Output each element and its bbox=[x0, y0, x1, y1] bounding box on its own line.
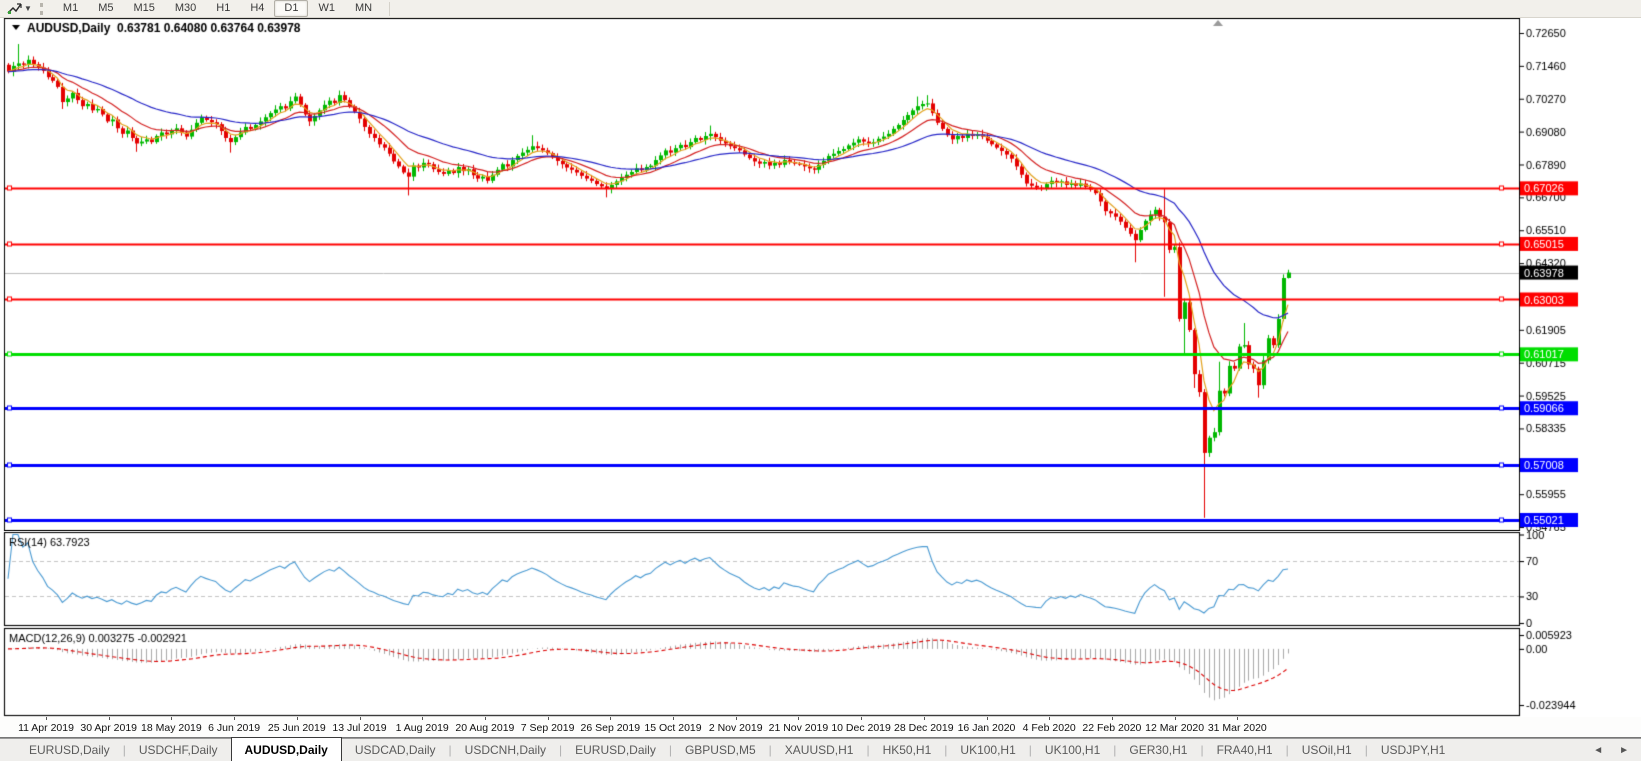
date-tick bbox=[547, 717, 549, 720]
date-label: 28 Dec 2019 bbox=[894, 722, 954, 734]
toolbar-separator bbox=[389, 1, 391, 16]
tab-separator: | bbox=[768, 743, 772, 757]
date-label: 7 Sep 2019 bbox=[520, 722, 575, 734]
timeframe-button-m30[interactable]: M30 bbox=[174, 2, 197, 14]
chart-tab-uk100[interactable]: UK100,H1 bbox=[1044, 743, 1101, 757]
date-tick bbox=[673, 717, 674, 720]
date-label: 30 Apr 2019 bbox=[80, 722, 138, 734]
date-label: 15 Oct 2019 bbox=[644, 722, 702, 734]
date-tick bbox=[359, 717, 361, 720]
date-tick bbox=[108, 717, 110, 720]
tabs-scroll-left-button[interactable]: ◄ bbox=[1593, 744, 1604, 756]
timeframe-button-mn[interactable]: MN bbox=[354, 2, 373, 14]
date-tick bbox=[422, 717, 424, 720]
timeframe-button-h1[interactable]: H1 bbox=[216, 2, 231, 14]
date-label: 6 Jun 2019 bbox=[208, 722, 261, 734]
tab-separator: | bbox=[1028, 743, 1032, 757]
date-tick bbox=[234, 717, 236, 720]
date-label: 13 Jul 2019 bbox=[332, 722, 387, 734]
date-tick bbox=[1049, 717, 1051, 720]
chart-tab-eurusd[interactable]: EURUSD,Daily bbox=[575, 743, 656, 757]
date-tick bbox=[1237, 717, 1239, 720]
chart-tools-icon[interactable] bbox=[4, 2, 24, 16]
date-label: 21 Nov 2019 bbox=[768, 722, 829, 734]
tab-separator: | bbox=[668, 743, 672, 757]
date-tick bbox=[296, 717, 298, 720]
timeframe-button-m1[interactable]: M1 bbox=[62, 2, 79, 14]
tab-separator: | bbox=[1285, 743, 1289, 757]
main-chart-canvas[interactable] bbox=[0, 18, 1641, 531]
chart-tab-xauusd[interactable]: XAUUSD,H1 bbox=[784, 743, 854, 757]
date-tick bbox=[1174, 717, 1176, 720]
date-axis: 11 Apr 2019 30 Apr 2019 18 May 2019 6 Jun 2… bbox=[0, 717, 1641, 738]
timeframe-buttons: M1 M5 M15 M30 H1 H4 D1 W1 MN bbox=[53, 0, 382, 17]
tab-scroll-arrows: ◄ ► bbox=[1593, 739, 1629, 761]
date-label: 16 Jan 2020 bbox=[957, 722, 1016, 734]
timeframe-button-h4[interactable]: H4 bbox=[250, 2, 265, 14]
date-tick bbox=[923, 717, 925, 720]
date-tick bbox=[46, 717, 47, 720]
date-tick bbox=[1111, 717, 1113, 720]
tab-separator: | bbox=[1113, 743, 1117, 757]
tab-separator: | bbox=[1364, 743, 1368, 757]
date-label: 31 Mar 2020 bbox=[1207, 722, 1267, 734]
date-label: 10 Dec 2019 bbox=[831, 722, 891, 734]
date-tick bbox=[610, 717, 612, 720]
chart-tab-usdchf[interactable]: USDCHF,Daily bbox=[138, 743, 218, 757]
macd-pane-canvas[interactable] bbox=[0, 627, 1641, 717]
date-label: 20 Aug 2019 bbox=[455, 722, 515, 734]
date-tick bbox=[798, 717, 800, 720]
date-tick bbox=[861, 717, 863, 720]
date-tick bbox=[735, 717, 737, 720]
date-label: 4 Feb 2020 bbox=[1022, 722, 1076, 734]
date-tick bbox=[986, 717, 988, 720]
chart-tab-usdcad[interactable]: USDCAD,Daily bbox=[354, 743, 436, 757]
timeframe-button-m5[interactable]: M5 bbox=[98, 2, 114, 14]
rsi-pane-canvas[interactable] bbox=[0, 531, 1641, 627]
date-label: 2 Nov 2019 bbox=[708, 722, 763, 734]
timeframe-button-m15[interactable]: M15 bbox=[133, 2, 155, 14]
date-label: 25 Jun 2019 bbox=[267, 722, 326, 734]
tab-separator: | bbox=[559, 743, 563, 757]
tabs-scroll-right-button[interactable]: ► bbox=[1619, 744, 1629, 756]
chart-tab-fra40[interactable]: FRA40,H1 bbox=[1216, 743, 1273, 757]
date-tick bbox=[171, 717, 173, 720]
date-tick bbox=[484, 717, 486, 720]
tab-separator: | bbox=[1200, 743, 1204, 757]
date-label: 12 Mar 2020 bbox=[1145, 722, 1205, 734]
chart-tab-ger30[interactable]: GER30,H1 bbox=[1129, 743, 1188, 757]
chart-tab-usdjpy[interactable]: USDJPY,H1 bbox=[1380, 743, 1446, 757]
date-label: 26 Sep 2019 bbox=[580, 722, 641, 734]
chart-tab-eurusd[interactable]: EURUSD,Daily bbox=[29, 743, 110, 757]
toolbar-grip[interactable] bbox=[39, 2, 45, 15]
tab-separator: | bbox=[122, 743, 126, 757]
chart-tab-uk100[interactable]: UK100,H1 bbox=[960, 743, 1016, 757]
chart-tab-hk50[interactable]: HK50,H1 bbox=[882, 743, 932, 757]
tab-separator: | bbox=[866, 743, 870, 757]
timeframe-button-w1[interactable]: W1 bbox=[318, 2, 335, 14]
chart-tab-audusd[interactable]: AUDUSD,Daily bbox=[230, 737, 342, 761]
date-label: 22 Feb 2020 bbox=[1082, 722, 1142, 734]
date-label: 1 Aug 2019 bbox=[395, 722, 449, 734]
chart-tab-bar: EURUSD,Daily | USDCHF,Daily AUDUSD,Daily USD… bbox=[0, 737, 1641, 761]
chart-tab-usoil[interactable]: USOil,H1 bbox=[1301, 743, 1352, 757]
tab-separator: | bbox=[448, 743, 452, 757]
date-label: 11 Apr 2019 bbox=[18, 722, 74, 734]
date-label: 18 May 2019 bbox=[141, 722, 202, 734]
tab-separator: | bbox=[944, 743, 948, 757]
dropdown-caret-icon[interactable]: ▼ bbox=[24, 4, 32, 13]
chart-tab-gbpusd[interactable]: GBPUSD,M5 bbox=[684, 743, 756, 757]
chart-tab-usdcnh[interactable]: USDCNH,Daily bbox=[464, 743, 547, 757]
timeframe-button-d1[interactable]: D1 bbox=[274, 0, 309, 17]
top-toolbar: ▼ M1 M5 M15 M30 H1 H4 D1 W1 MN bbox=[0, 0, 1641, 18]
